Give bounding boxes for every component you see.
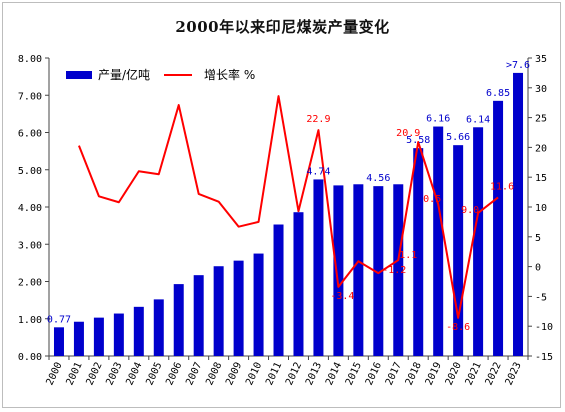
line-data-label: 11.6 <box>490 181 514 192</box>
bar-2022 <box>493 100 504 357</box>
x-tick-label-2000: 2000 <box>45 361 65 387</box>
bar-2013 <box>313 179 324 356</box>
bar-2023 <box>513 72 524 357</box>
x-tick-label-2021: 2021 <box>464 361 484 387</box>
bar-data-label: 6.14 <box>466 114 490 125</box>
line-data-label: 22.9 <box>306 114 330 125</box>
bar-2009 <box>233 260 244 356</box>
bar-2017 <box>393 184 404 356</box>
x-tick-label-2004: 2004 <box>124 361 144 387</box>
bar-2021 <box>473 127 484 356</box>
y-left-tick-label: 5.00 <box>18 166 42 177</box>
bar-data-label: 6.16 <box>426 114 450 125</box>
x-tick-label-2016: 2016 <box>364 361 384 387</box>
line-data-label: -1.2 <box>382 265 406 276</box>
bar-2010 <box>253 253 264 356</box>
x-tick-label-2015: 2015 <box>344 361 364 387</box>
bar-2012 <box>293 212 304 356</box>
y-left-tick-label: 2.00 <box>18 278 42 289</box>
x-tick-label-2009: 2009 <box>224 361 244 387</box>
bar-data-label: 6.85 <box>486 88 510 99</box>
y-right-tick-label: 35 <box>535 54 547 65</box>
x-tick-label-2020: 2020 <box>444 361 464 387</box>
x-tick-label-2010: 2010 <box>244 361 264 387</box>
x-tick-label-2007: 2007 <box>184 361 204 387</box>
bar-2004 <box>133 306 144 356</box>
y-left-tick-label: 1.00 <box>18 315 42 326</box>
chart-title: 2000年以来印尼煤炭产量变化 <box>175 18 390 36</box>
x-tick-label-2003: 2003 <box>104 361 124 387</box>
x-tick-label-2006: 2006 <box>164 361 184 387</box>
bar-2015 <box>353 184 364 356</box>
y-right-tick-label: -15 <box>535 352 553 363</box>
bar-data-label: 4.74 <box>306 166 330 177</box>
y-left-tick-label: 8.00 <box>18 54 42 65</box>
y-left-tick-label: 7.00 <box>18 91 42 102</box>
y-left-tick-label: 6.00 <box>18 129 42 140</box>
bar-data-label: 0.77 <box>47 314 71 325</box>
y-right-tick-label: 0 <box>535 263 541 274</box>
bar-2002 <box>93 317 104 356</box>
x-tick-label-2018: 2018 <box>404 361 424 387</box>
x-tick-label-2019: 2019 <box>424 361 444 387</box>
y-right-tick-label: -5 <box>535 292 547 303</box>
y-right-tick-label: 10 <box>535 203 547 214</box>
x-tick-label-2002: 2002 <box>84 361 104 387</box>
x-tick-label-2008: 2008 <box>204 361 224 387</box>
bar-2006 <box>173 284 184 356</box>
bar-data-label: 5.58 <box>406 135 430 146</box>
bar-2014 <box>333 185 344 356</box>
chart-legend: 产量/亿吨 增长率 % <box>66 66 255 83</box>
bar-2000 <box>53 327 64 356</box>
y-left-tick-label: 4.00 <box>18 203 42 214</box>
y-right-tick-label: 15 <box>535 173 547 184</box>
bar-2016 <box>373 186 384 356</box>
bar-data-label: 5.66 <box>446 132 470 143</box>
bar-2001 <box>73 321 84 356</box>
bar-data-label: >7.6 <box>506 60 530 71</box>
line-data-label: 0.5 <box>423 194 441 205</box>
y-right-tick-label: 20 <box>535 143 547 154</box>
y-right-tick-label: 30 <box>535 84 547 95</box>
bar-2019 <box>433 126 444 356</box>
x-tick-label-2022: 2022 <box>484 361 504 387</box>
bar-2011 <box>273 224 284 356</box>
legend-swatch-line <box>164 73 193 76</box>
legend-label-bar: 产量/亿吨 <box>98 68 151 82</box>
line-data-label: 9.0 <box>461 205 479 216</box>
bar-2005 <box>153 299 164 356</box>
legend-swatch-bar <box>66 70 92 79</box>
x-tick-label-2013: 2013 <box>304 361 324 387</box>
y-right-tick-label: 5 <box>535 233 541 244</box>
x-tick-label-2023: 2023 <box>504 361 524 387</box>
bar-2007 <box>193 275 204 356</box>
bar-2018 <box>413 148 424 356</box>
bar-2003 <box>113 313 124 356</box>
growth-rate-line <box>78 95 499 319</box>
line-data-label: -3.4 <box>330 291 354 302</box>
x-tick-label-2001: 2001 <box>65 361 85 387</box>
x-tick-label-2011: 2011 <box>264 361 284 387</box>
y-left-tick-label: 3.00 <box>18 240 42 251</box>
x-tick-label-2014: 2014 <box>324 361 344 387</box>
x-tick-label-2012: 2012 <box>284 361 304 387</box>
line-data-label: 1.1 <box>399 250 417 261</box>
y-right-tick-label: -10 <box>535 322 553 333</box>
x-tick-label-2017: 2017 <box>384 361 404 387</box>
bar-2008 <box>213 266 224 356</box>
x-tick-label-2005: 2005 <box>144 361 164 387</box>
line-data-label: -8.6 <box>446 322 470 333</box>
bar-data-label: 4.56 <box>366 173 390 184</box>
bar-2020 <box>453 145 464 356</box>
legend-label-line: 增长率 % <box>204 68 256 82</box>
line-data-label: 20.9 <box>396 128 420 139</box>
y-right-tick-label: 25 <box>535 114 547 125</box>
y-left-tick-label: 0.00 <box>18 352 42 363</box>
